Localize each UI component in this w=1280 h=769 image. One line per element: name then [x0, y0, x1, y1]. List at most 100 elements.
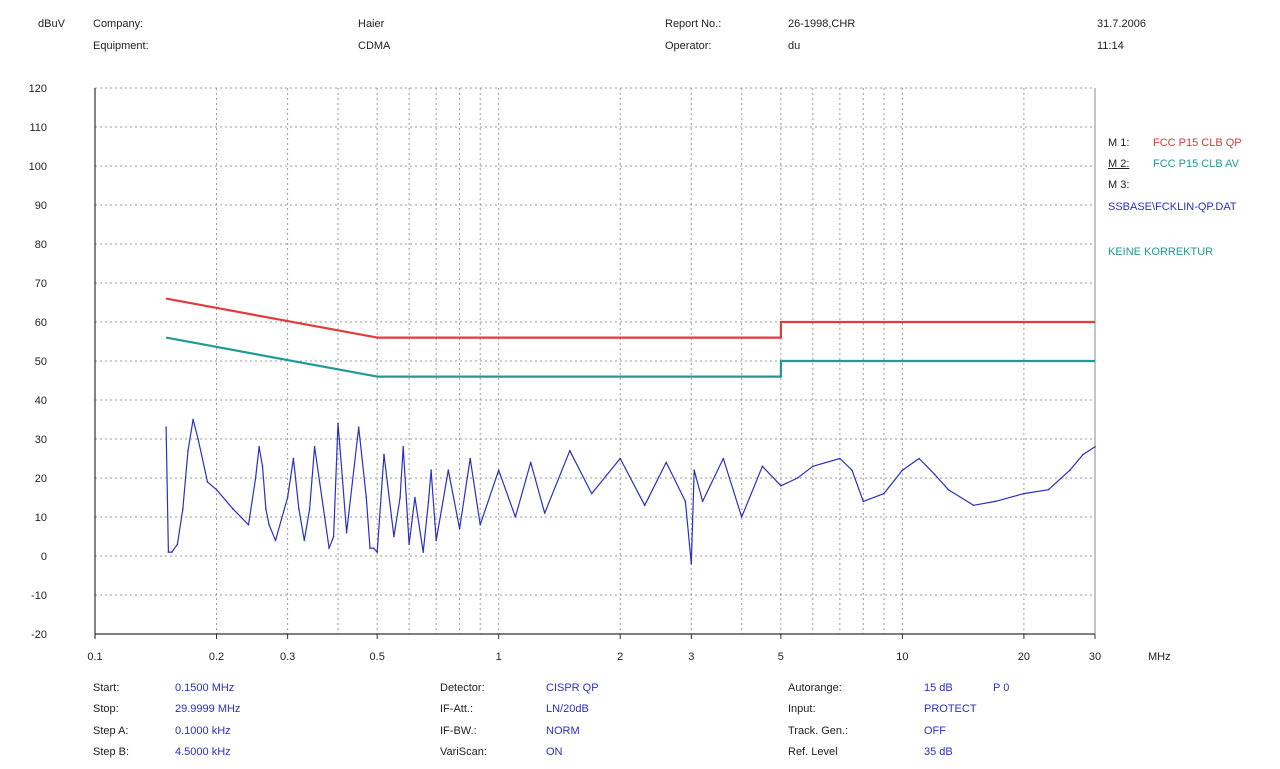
legend-file: SSBASE\FCKLIN-QP.DAT: [1108, 201, 1237, 213]
measurement-point: [994, 500, 997, 503]
measurement-point: [192, 418, 194, 421]
measurement-point: [447, 469, 450, 472]
y-tick-label: 50: [35, 356, 47, 368]
y-tick-label: 40: [35, 395, 47, 407]
measurement-point: [918, 457, 920, 460]
y-tick-label: -20: [31, 629, 47, 641]
ifbw-label: IF-BW.:: [440, 725, 477, 737]
legend-correction: KEINE KORREKTUR: [1108, 246, 1214, 258]
measurement-point: [458, 527, 461, 530]
measurement-point: [684, 500, 687, 503]
stepa-value: 0.1000 kHz: [175, 725, 231, 737]
x-tick-label: 30: [1089, 651, 1101, 663]
varscan-value: ON: [546, 746, 563, 758]
y-tick-label: 30: [35, 434, 47, 446]
measurement-point: [901, 469, 904, 472]
measurement-point: [435, 539, 438, 542]
measurement-point: [1082, 453, 1084, 456]
autorange-value: 15 dB: [924, 682, 953, 694]
measurement-point: [479, 524, 482, 526]
measurement-point: [286, 496, 289, 499]
x-tick-label: 0.2: [209, 651, 224, 663]
measurement-point: [268, 524, 270, 526]
measurement-point: [947, 488, 950, 491]
company-label: Company:: [93, 18, 144, 30]
operator-label: Operator:: [665, 40, 712, 52]
measurement-point: [430, 469, 432, 472]
measurement-point: [812, 465, 814, 468]
measurement-point: [313, 446, 316, 448]
measurement-point: [337, 422, 339, 425]
measurement-point: [1069, 469, 1071, 472]
detector-value: CISPR QP: [546, 682, 599, 694]
measurement-point: [761, 465, 764, 468]
measurement-point: [972, 504, 975, 507]
start-label: Start:: [93, 682, 120, 694]
measurement-point: [345, 531, 348, 534]
y-tick-label: 0: [41, 551, 47, 563]
measurement-point: [182, 508, 184, 511]
measurement-point: [643, 504, 646, 507]
start-value: 0.1500 MHz: [175, 682, 235, 694]
measurement-point: [298, 508, 300, 511]
measurement-point: [408, 543, 410, 546]
measurement-point: [247, 524, 250, 526]
measurement-point: [1047, 488, 1050, 491]
detector-label: Detector:: [440, 682, 485, 694]
measurement-point: [254, 477, 257, 479]
measurement-point: [292, 457, 295, 460]
measurement-point: [308, 508, 311, 511]
measurement-point: [1023, 492, 1025, 495]
y-tick-label: 110: [29, 122, 47, 134]
measurement-point: [265, 508, 267, 511]
y-tick-label: -10: [31, 590, 47, 602]
y-tick-label: 70: [35, 278, 47, 290]
measurement-point: [851, 469, 853, 472]
measurement-point: [690, 563, 693, 565]
measurement-point: [365, 496, 368, 499]
measurement-point: [427, 500, 430, 503]
report-value: 26-1998,CHR: [788, 18, 856, 30]
measurement-point: [469, 457, 472, 460]
stop-label: Stop:: [93, 703, 119, 715]
stepb-value: 4.5000 kHz: [175, 746, 231, 758]
measurement-point: [165, 426, 167, 429]
x-tick-label: 20: [1018, 651, 1030, 663]
measurement-point: [497, 469, 500, 472]
trackgen-label: Track. Gen.:: [788, 725, 849, 737]
equipment-value: CDMA: [358, 40, 391, 52]
measurement-point: [357, 426, 360, 429]
y-tick-label: 60: [35, 317, 47, 329]
x-tick-label: 0.1: [87, 651, 102, 663]
ifatt-value: LN/20dB: [546, 703, 589, 715]
measurement-point: [399, 496, 401, 499]
measurement-point: [514, 516, 517, 518]
legend-m3-label: M 3:: [1108, 179, 1130, 191]
measurement-point: [693, 469, 695, 472]
measurement-point: [701, 500, 704, 503]
input-value: PROTECT: [924, 703, 977, 715]
x-tick-label: 5: [778, 651, 784, 663]
y-unit-label: dBuV: [38, 18, 65, 30]
measurement-point: [780, 485, 782, 487]
measurement-point: [376, 551, 379, 553]
measurement-point: [258, 446, 260, 448]
measurement-point: [862, 500, 865, 503]
stepb-label: Step B:: [93, 746, 130, 758]
y-tick-label: 90: [35, 200, 47, 212]
measurement-trace: [165, 418, 1096, 565]
measurement-point: [414, 496, 416, 499]
y-tick-label: 80: [35, 239, 47, 251]
varscan-label: VariScan:: [440, 746, 487, 758]
date-value: 31.7.2006: [1097, 18, 1146, 30]
autorange-p: P 0: [993, 682, 1010, 694]
measurement-point: [422, 551, 425, 553]
measurement-point: [619, 457, 621, 460]
x-tick-label: 2: [617, 651, 623, 663]
measurement-point: [722, 457, 725, 460]
ifatt-label: IF-Att.:: [440, 703, 473, 715]
x-tick-label: 0.5: [370, 651, 385, 663]
x-axis-label: MHz: [1148, 651, 1171, 663]
time-value: 11:14: [1097, 40, 1124, 52]
